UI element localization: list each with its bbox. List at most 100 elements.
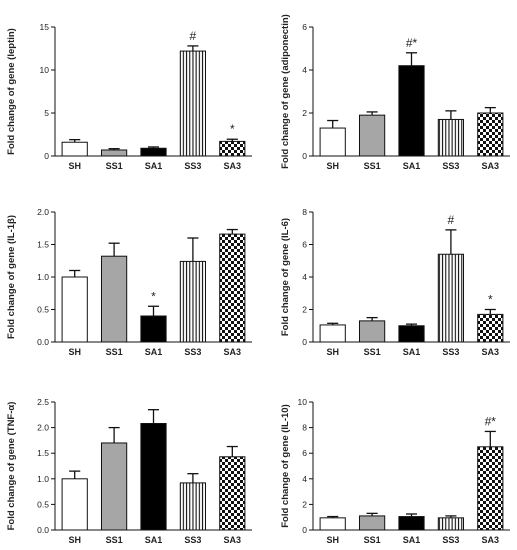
x-tick-label: SH (68, 347, 81, 357)
y-tick-label: 10 (40, 65, 50, 75)
x-tick-label: SS1 (364, 535, 381, 545)
bar-ss1 (100, 255, 128, 343)
y-tick-label: 1.0 (37, 272, 49, 282)
bar-sa3 (477, 313, 504, 343)
y-axis-label: Fold change of gene (IL-6) (280, 218, 291, 336)
x-tick-label: SS3 (184, 347, 201, 357)
y-tick-label: 8 (302, 207, 307, 217)
y-tick-label: 1.0 (37, 474, 49, 484)
x-tick-label: SA1 (403, 347, 421, 357)
y-tick-label: 0 (302, 151, 307, 161)
x-tick-label: SH (326, 161, 339, 171)
bar-sa3 (219, 140, 246, 157)
x-tick-label: SA3 (224, 347, 242, 357)
y-tick-label: 0.0 (37, 337, 49, 347)
significance-mark: #* (485, 414, 497, 428)
x-tick-label: SH (326, 347, 339, 357)
chart-panel-3: 0.0 0.5 1.0 1.5 2.0 Fold change of gene (IL-1… (6, 207, 252, 357)
y-tick-label: 6 (302, 22, 307, 32)
chart-panel-2: 0 2 4 6 Fold change of gene (adiponectin) SH S… (280, 14, 510, 171)
y-tick-label: 4 (302, 474, 307, 484)
bar-sa1 (140, 315, 167, 343)
bar-sh (319, 324, 346, 343)
bar-ss1 (358, 320, 386, 343)
y-tick-label: 15 (40, 22, 50, 32)
bar-ss3 (179, 482, 207, 531)
bar-ss3 (437, 253, 465, 343)
y-axis-label: Fold change of gene (TNF-α) (6, 402, 17, 531)
x-tick-label: SS3 (184, 161, 201, 171)
y-tick-label: 0.0 (37, 525, 49, 535)
x-tick-label: SS3 (184, 535, 201, 545)
chart-panel-5: 0.0 0.5 1.0 1.5 2.0 2.5 Fold change of gene (T… (6, 397, 252, 545)
bar-sa1 (398, 325, 425, 343)
y-tick-label: 1.5 (37, 448, 49, 458)
bar-sh (61, 276, 88, 343)
y-tick-label: 1.5 (37, 240, 49, 250)
y-tick-label: 0.5 (37, 499, 49, 509)
x-tick-label: SS1 (106, 347, 123, 357)
y-axis-label: Fold change of gene (IL-10) (280, 404, 291, 528)
x-tick-label: SA3 (224, 535, 242, 545)
x-tick-label: SS3 (442, 161, 459, 171)
bar-sa1 (398, 65, 425, 157)
bar-ss3 (179, 50, 207, 157)
x-tick-label: SS1 (106, 535, 123, 545)
y-tick-label: 2 (302, 305, 307, 315)
x-tick-label: SS1 (364, 161, 381, 171)
bar-ss1 (358, 114, 386, 157)
significance-mark: # (448, 213, 455, 227)
y-tick-label: 0 (302, 525, 307, 535)
y-tick-label: 10 (298, 397, 308, 407)
chart-panel-4: 0 2 4 6 8 Fold change of gene (IL-6) SH SS1 SA1 #… (280, 207, 510, 357)
bar-ss3 (437, 517, 465, 531)
y-tick-label: 6 (302, 448, 307, 458)
x-tick-label: SA1 (145, 535, 163, 545)
bar-ss1 (100, 149, 128, 157)
x-tick-label: SS3 (442, 347, 459, 357)
y-tick-label: 2 (302, 499, 307, 509)
x-tick-label: SA3 (482, 161, 500, 171)
y-axis-label: Fold change of gene (IL-1β) (6, 215, 17, 339)
y-tick-label: 0.5 (37, 305, 49, 315)
bar-ss3 (179, 260, 207, 343)
y-tick-label: 4 (302, 272, 307, 282)
significance-mark: # (190, 29, 197, 43)
significance-mark: * (151, 289, 156, 303)
y-tick-label: 2.5 (37, 397, 49, 407)
x-tick-label: SA1 (145, 161, 163, 171)
bar-sa3 (219, 233, 246, 343)
y-tick-label: 0 (44, 151, 49, 161)
y-tick-label: 2 (302, 108, 307, 118)
x-tick-label: SS1 (106, 161, 123, 171)
bar-sh (319, 127, 346, 157)
y-axis-label: Fold change of gene (adiponectin) (280, 14, 291, 169)
y-tick-label: 8 (302, 423, 307, 433)
y-axis-label: Fold change of gene (leptin) (6, 28, 17, 155)
bar-sa1 (398, 516, 425, 531)
x-tick-label: SH (68, 161, 81, 171)
bar-sh (319, 517, 346, 531)
x-tick-label: SS1 (364, 347, 381, 357)
y-tick-label: 2.0 (37, 423, 49, 433)
x-tick-label: SH (68, 535, 81, 545)
bar-sh (61, 478, 88, 531)
y-tick-label: 2.0 (37, 207, 49, 217)
x-tick-label: SA1 (145, 347, 163, 357)
bar-sa3 (477, 112, 504, 157)
bar-sa3 (219, 456, 246, 531)
y-tick-label: 4 (302, 65, 307, 75)
bar-sa3 (477, 446, 504, 531)
bar-ss1 (358, 515, 386, 531)
y-tick-label: 0 (302, 337, 307, 347)
x-tick-label: SA1 (403, 535, 421, 545)
chart-panel-1: 0 5 10 15 Fold change of gene (leptin) SH SS1 S… (6, 22, 252, 171)
y-tick-label: 5 (44, 108, 49, 118)
x-tick-label: SA3 (482, 347, 500, 357)
y-tick-label: 6 (302, 240, 307, 250)
x-tick-label: SS3 (442, 535, 459, 545)
x-tick-label: SA3 (482, 535, 500, 545)
bar-ss3 (437, 118, 465, 157)
significance-mark: #* (406, 36, 418, 50)
x-tick-label: SA1 (403, 161, 421, 171)
